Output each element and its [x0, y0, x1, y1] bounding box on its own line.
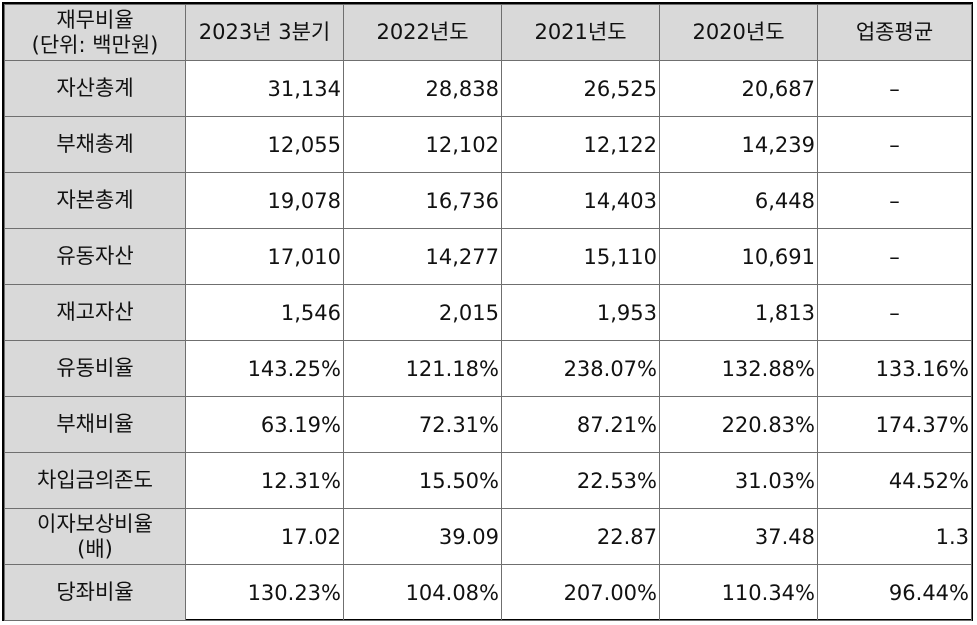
value-cell: 72.31% [343, 396, 502, 453]
value-cell: 63.19% [185, 396, 344, 453]
value-cell: 39.09 [343, 508, 502, 565]
row-label-cell: 차입금의존도 [4, 452, 186, 509]
header-column-cell: 2022년도 [343, 4, 502, 61]
value-cell: 31.03% [659, 452, 818, 509]
value-cell: 6,448 [659, 172, 818, 229]
table-row: 유동비율 143.25% 121.18% 238.07% 132.88% 133.16% [4, 340, 972, 397]
table-row: 부채총계 12,055 12,102 12,122 14,239– [4, 116, 972, 173]
table-body: 자산총계 31,134 28,838 26,525 20,687– 부채총계 12,055 1… [4, 60, 972, 621]
industry-average-cell: 133.16% [817, 340, 972, 397]
value-cell: 207.00% [501, 564, 660, 621]
header-column-cell: 2023년 3분기 [185, 4, 344, 61]
value-cell: 14,239 [659, 116, 818, 173]
table-row: 자산총계 31,134 28,838 26,525 20,687– [4, 60, 972, 117]
row-label-cell: 자본총계 [4, 172, 186, 229]
value-cell: 238.07% [501, 340, 660, 397]
header-column-cell: 업종평균 [817, 4, 972, 61]
value-cell: 1,953 [501, 284, 660, 341]
row-label-cell: 유동자산 [4, 228, 186, 285]
value-cell: 87.21% [501, 396, 660, 453]
value-cell: 17,010 [185, 228, 344, 285]
industry-average-cell: 1.3 [817, 508, 972, 565]
value-cell: 12,102 [343, 116, 502, 173]
industry-average-cell: 96.44% [817, 564, 972, 621]
value-cell: 16,736 [343, 172, 502, 229]
value-cell: 14,403 [501, 172, 660, 229]
value-cell: 143.25% [185, 340, 344, 397]
value-cell: 20,687 [659, 60, 818, 117]
value-cell: 1,813 [659, 284, 818, 341]
value-cell: 31,134 [185, 60, 344, 117]
value-cell: 130.23% [185, 564, 344, 621]
table-row: 이자보상비율 (배) 17.02 39.09 22.87 37.48 1.3 [4, 508, 972, 565]
table-row: 부채비율 63.19% 72.31% 87.21% 220.83% 174.37% [4, 396, 972, 453]
header-column-cell: 2020년도 [659, 4, 818, 61]
row-label-cell: 유동비율 [4, 340, 186, 397]
value-cell: 15,110 [501, 228, 660, 285]
table-row: 유동자산 17,010 14,277 15,110 10,691– [4, 228, 972, 285]
value-cell: 220.83% [659, 396, 818, 453]
row-label-cell: 이자보상비율 (배) [4, 508, 186, 565]
header-column-cell: 2021년도 [501, 4, 660, 61]
value-cell: 104.08% [343, 564, 502, 621]
industry-average-cell: 174.37% [817, 396, 972, 453]
value-cell: 132.88% [659, 340, 818, 397]
value-cell: 12,055 [185, 116, 344, 173]
header-label-cell: 재무비율 (단위: 백만원) [4, 4, 186, 61]
value-cell: 121.18% [343, 340, 502, 397]
industry-average-cell: – [817, 284, 972, 341]
value-cell: 10,691 [659, 228, 818, 285]
value-cell: 26,525 [501, 60, 660, 117]
value-cell: 37.48 [659, 508, 818, 565]
industry-average-cell: – [817, 228, 972, 285]
row-label-cell: 재고자산 [4, 284, 186, 341]
value-cell: 28,838 [343, 60, 502, 117]
table-header-row: 재무비율 (단위: 백만원) 2023년 3분기 2022년도 2021년도 20… [4, 4, 972, 61]
industry-average-cell: 44.52% [817, 452, 972, 509]
financial-ratio-table: 재무비율 (단위: 백만원) 2023년 3분기 2022년도 2021년도 20… [4, 4, 972, 621]
row-label-cell: 자산총계 [4, 60, 186, 117]
table-row: 차입금의존도 12.31% 15.50% 22.53% 31.03% 44.52% [4, 452, 972, 509]
value-cell: 22.53% [501, 452, 660, 509]
value-cell: 12,122 [501, 116, 660, 173]
row-label-cell: 부채비율 [4, 396, 186, 453]
value-cell: 12.31% [185, 452, 344, 509]
table-row: 당좌비율 130.23% 104.08% 207.00% 110.34% 96.44% [4, 564, 972, 621]
row-label-cell: 당좌비율 [4, 564, 186, 621]
value-cell: 17.02 [185, 508, 344, 565]
value-cell: 2,015 [343, 284, 502, 341]
value-cell: 14,277 [343, 228, 502, 285]
value-cell: 110.34% [659, 564, 818, 621]
table-row: 재고자산 1,546 2,015 1,953 1,813– [4, 284, 972, 341]
value-cell: 22.87 [501, 508, 660, 565]
table-row: 자본총계 19,078 16,736 14,403 6,448– [4, 172, 972, 229]
value-cell: 1,546 [185, 284, 344, 341]
value-cell: 19,078 [185, 172, 344, 229]
industry-average-cell: – [817, 172, 972, 229]
value-cell: 15.50% [343, 452, 502, 509]
row-label-cell: 부채총계 [4, 116, 186, 173]
industry-average-cell: – [817, 116, 972, 173]
industry-average-cell: – [817, 60, 972, 117]
